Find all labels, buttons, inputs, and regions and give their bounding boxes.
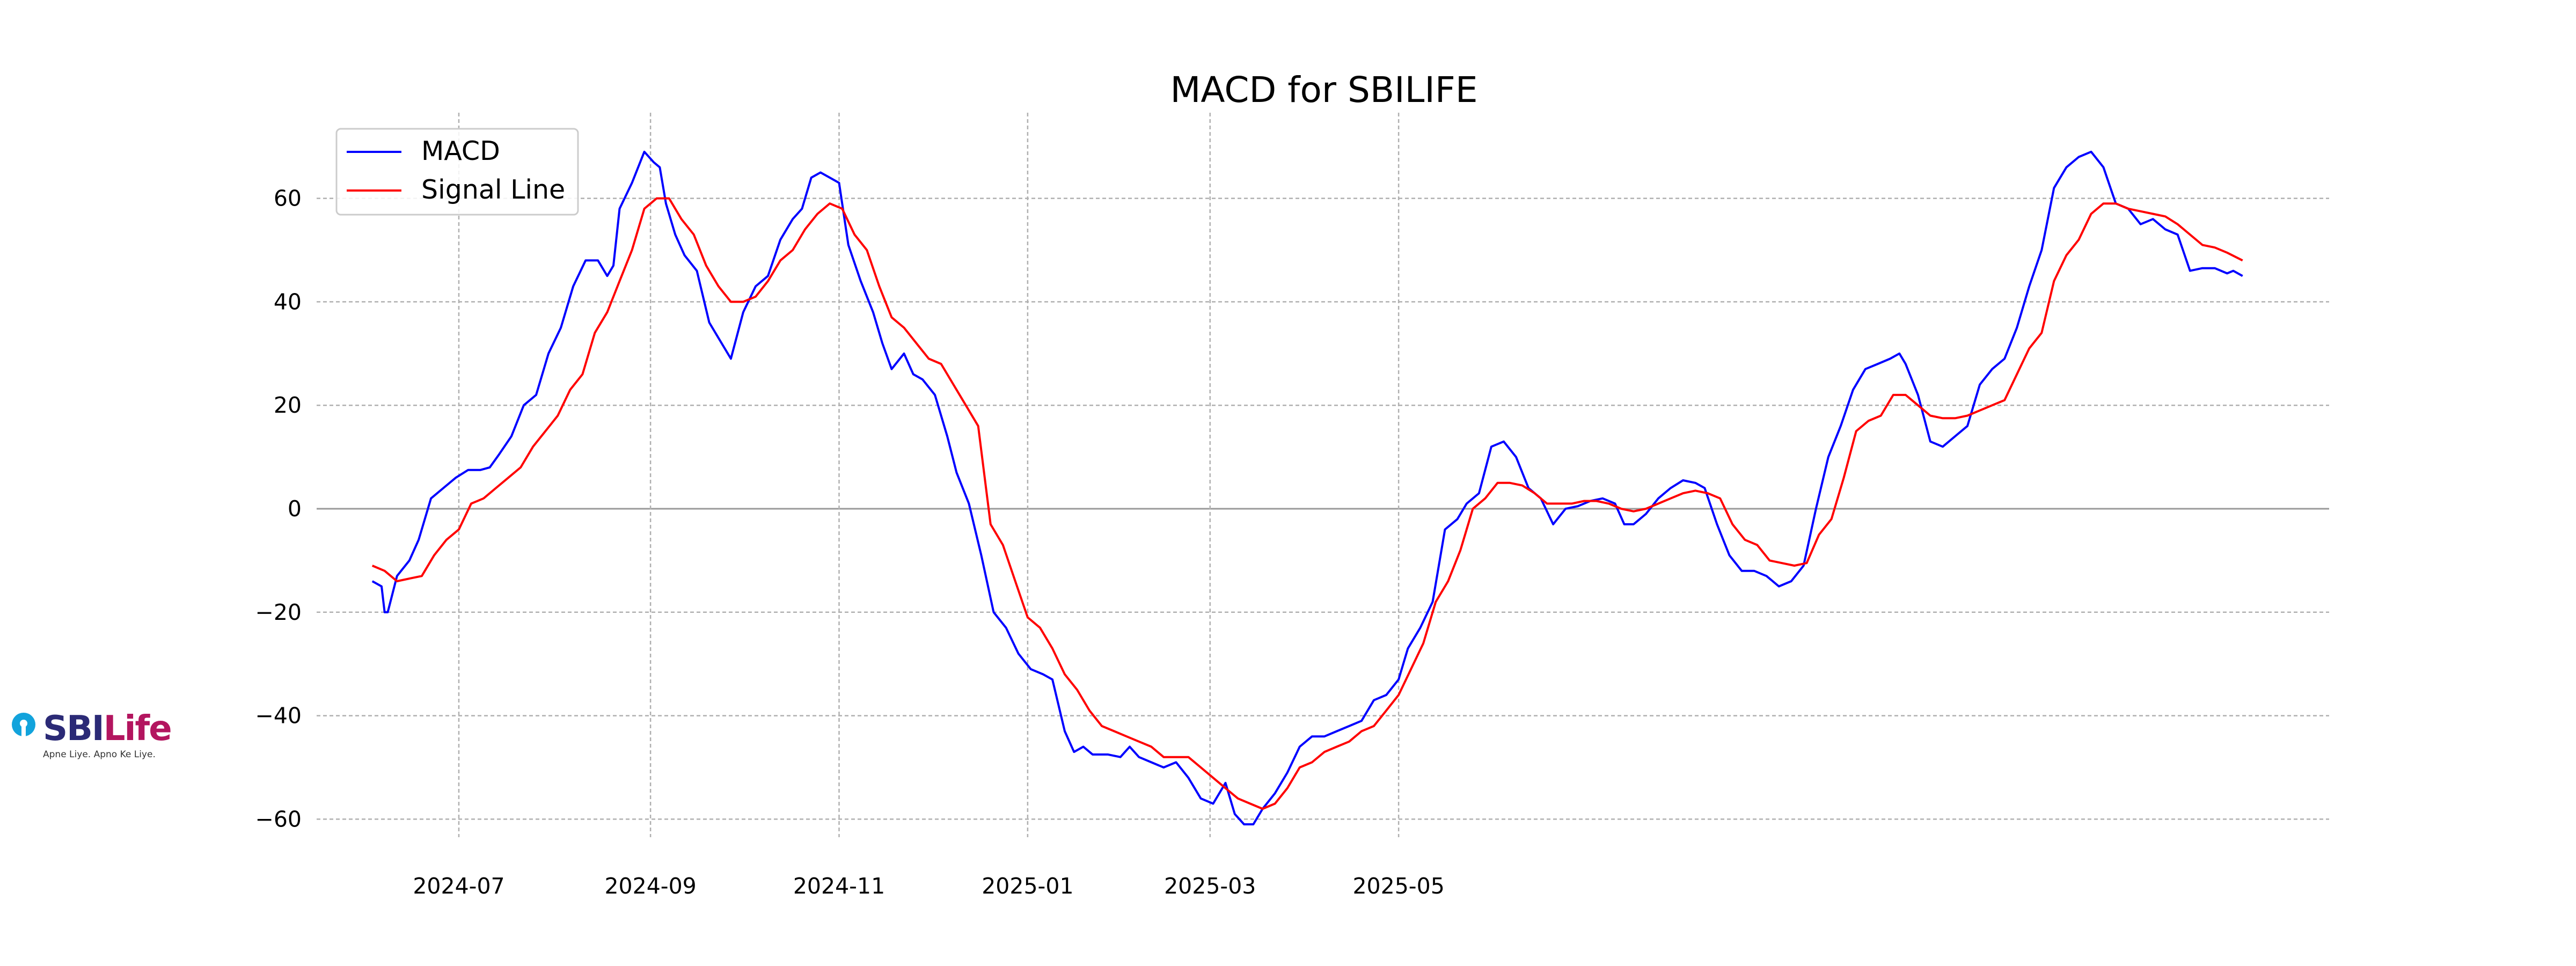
sbi-life-logo: SBILife Apne Liye. Apno Ke Liye. — [10, 707, 172, 761]
y-tick-label: 40 — [274, 289, 302, 314]
x-tick-label: 2024-09 — [604, 873, 696, 899]
x-tick-label: 2024-07 — [413, 873, 504, 899]
y-tick-label: 60 — [274, 186, 302, 211]
logo-tagline: Apne Liye. Apno Ke Liye. — [43, 749, 156, 760]
legend-label-signal-line: Signal Line — [421, 174, 565, 205]
logo-sbi-text: SBI — [43, 709, 105, 749]
y-tick-label: −40 — [255, 703, 302, 729]
x-tick-label: 2025-01 — [982, 873, 1073, 899]
chart-title: MACD for SBILIFE — [1170, 69, 1477, 111]
axis-layer: 60 40 20 0 −20 −40 −60 2024-07 2024-09 2024-11 202… — [255, 186, 1444, 899]
x-tick-label: 2025-03 — [1164, 873, 1256, 899]
series-layer — [371, 150, 2243, 825]
grid-layer — [317, 113, 2329, 837]
legend: MACD Signal Line — [335, 128, 579, 216]
series-line-signal-line — [371, 197, 2243, 810]
x-tick-label: 2024-11 — [793, 873, 885, 899]
logo-life-text: Life — [103, 709, 172, 749]
x-tick-label: 2025-05 — [1352, 873, 1444, 899]
y-tick-label: −20 — [255, 599, 302, 625]
legend-box — [335, 128, 579, 216]
legend-label-macd: MACD — [421, 136, 500, 166]
y-tick-label: 0 — [288, 496, 302, 522]
y-tick-label: 20 — [274, 392, 302, 418]
keyhole-icon — [12, 713, 35, 737]
series-line-macd — [371, 150, 2243, 825]
y-tick-label: −60 — [255, 806, 302, 832]
